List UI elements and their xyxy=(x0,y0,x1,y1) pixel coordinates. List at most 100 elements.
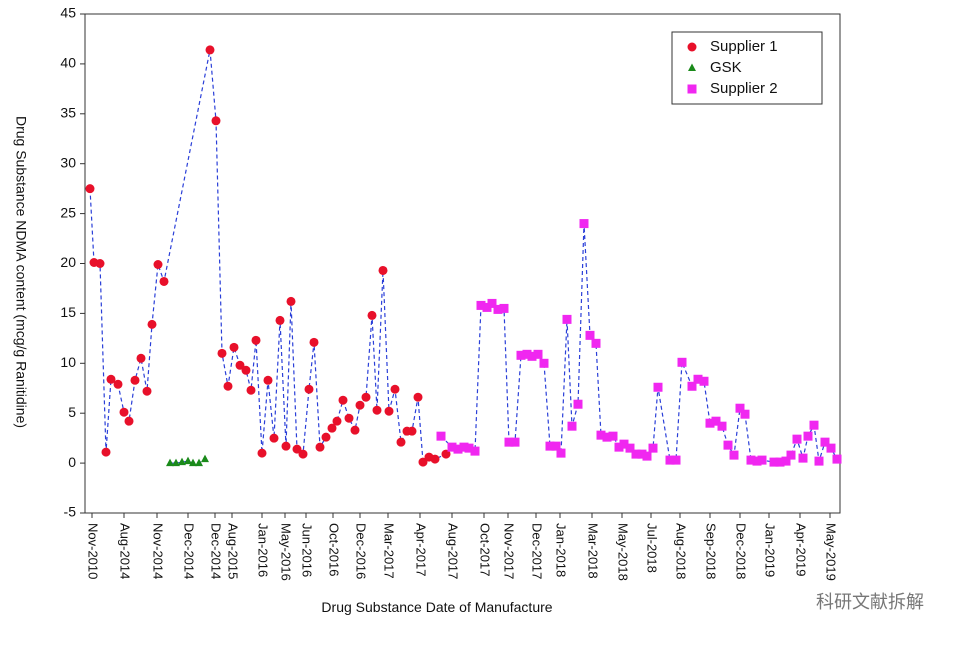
point xyxy=(166,458,174,467)
point xyxy=(281,441,291,451)
point xyxy=(205,45,215,55)
point xyxy=(350,425,360,435)
legend-marker xyxy=(688,63,696,71)
point xyxy=(723,440,733,450)
point xyxy=(85,184,95,194)
point xyxy=(499,303,509,313)
x-tick-label: Dec-2014 xyxy=(209,523,224,579)
y-tick-label: 30 xyxy=(60,154,76,170)
point xyxy=(292,444,302,454)
x-tick-label: May-2018 xyxy=(616,523,631,581)
point xyxy=(275,315,285,325)
point xyxy=(562,314,572,324)
point xyxy=(786,450,796,460)
x-tick-label: May-2019 xyxy=(824,523,839,581)
point xyxy=(407,426,417,436)
point xyxy=(820,437,830,447)
point xyxy=(184,456,192,465)
point xyxy=(573,399,583,409)
point xyxy=(653,382,663,392)
point xyxy=(699,376,709,386)
point xyxy=(504,437,514,447)
x-tick-label: Apr-2017 xyxy=(414,523,429,576)
point xyxy=(378,265,388,275)
point xyxy=(803,431,813,441)
point xyxy=(832,454,842,464)
point xyxy=(418,457,428,467)
point xyxy=(269,433,279,443)
point xyxy=(304,384,314,394)
point xyxy=(665,455,675,465)
point xyxy=(124,416,134,426)
point xyxy=(195,458,203,467)
point xyxy=(510,437,520,447)
point xyxy=(344,413,354,423)
point xyxy=(367,310,377,320)
point xyxy=(241,365,251,375)
point xyxy=(752,456,762,466)
legend-label: Supplier 1 xyxy=(710,38,778,55)
x-tick-label: Jul-2018 xyxy=(645,523,660,573)
x-tick-label: Sep-2018 xyxy=(704,523,719,579)
point xyxy=(211,116,221,126)
y-tick-label: 35 xyxy=(60,105,76,121)
point xyxy=(585,330,595,340)
point xyxy=(436,431,446,441)
point xyxy=(677,357,687,367)
point xyxy=(338,395,348,405)
series-line xyxy=(89,49,447,464)
point xyxy=(430,454,440,464)
point xyxy=(545,441,555,451)
point xyxy=(493,304,503,314)
point xyxy=(792,434,802,444)
point xyxy=(781,456,791,466)
point xyxy=(740,409,750,419)
point xyxy=(596,430,606,440)
x-tick-label: Aug-2014 xyxy=(118,523,133,579)
point xyxy=(487,298,497,308)
point xyxy=(671,455,681,465)
point xyxy=(798,453,808,463)
point xyxy=(470,446,480,456)
point xyxy=(637,449,647,459)
y-tick-label: 40 xyxy=(60,55,76,71)
x-tick-label: Nov-2010 xyxy=(86,523,101,579)
point xyxy=(229,342,239,352)
legend-label: GSK xyxy=(710,59,742,76)
x-tick-label: Aug-2017 xyxy=(446,523,461,579)
legend-marker xyxy=(687,84,697,94)
y-tick-label: 45 xyxy=(60,5,76,21)
point xyxy=(201,454,209,463)
point xyxy=(246,385,256,395)
point xyxy=(729,450,739,460)
y-axis-label: Drug Substance NDMA content (mcg/g Ranit… xyxy=(13,116,29,428)
point xyxy=(178,457,186,466)
point xyxy=(619,439,629,449)
point xyxy=(809,420,819,430)
y-tick-label: 20 xyxy=(60,254,76,270)
point xyxy=(775,457,785,467)
point xyxy=(95,259,105,268)
point xyxy=(527,351,537,361)
point xyxy=(298,449,308,459)
point xyxy=(119,407,129,417)
point xyxy=(372,405,382,415)
point xyxy=(826,443,836,453)
point xyxy=(142,386,152,396)
x-tick-label: Dec-2016 xyxy=(354,523,369,579)
point xyxy=(642,451,652,461)
point xyxy=(147,319,157,329)
point xyxy=(327,423,337,433)
point xyxy=(101,447,111,457)
point xyxy=(746,455,756,465)
x-tick-label: Aug-2015 xyxy=(226,523,241,579)
x-tick-label: Mar-2017 xyxy=(382,523,397,579)
point xyxy=(396,437,406,447)
point xyxy=(130,375,140,385)
legend-label: Supplier 2 xyxy=(710,80,778,97)
point xyxy=(608,431,618,441)
point xyxy=(591,338,601,348)
point xyxy=(693,374,703,384)
point xyxy=(459,442,469,452)
